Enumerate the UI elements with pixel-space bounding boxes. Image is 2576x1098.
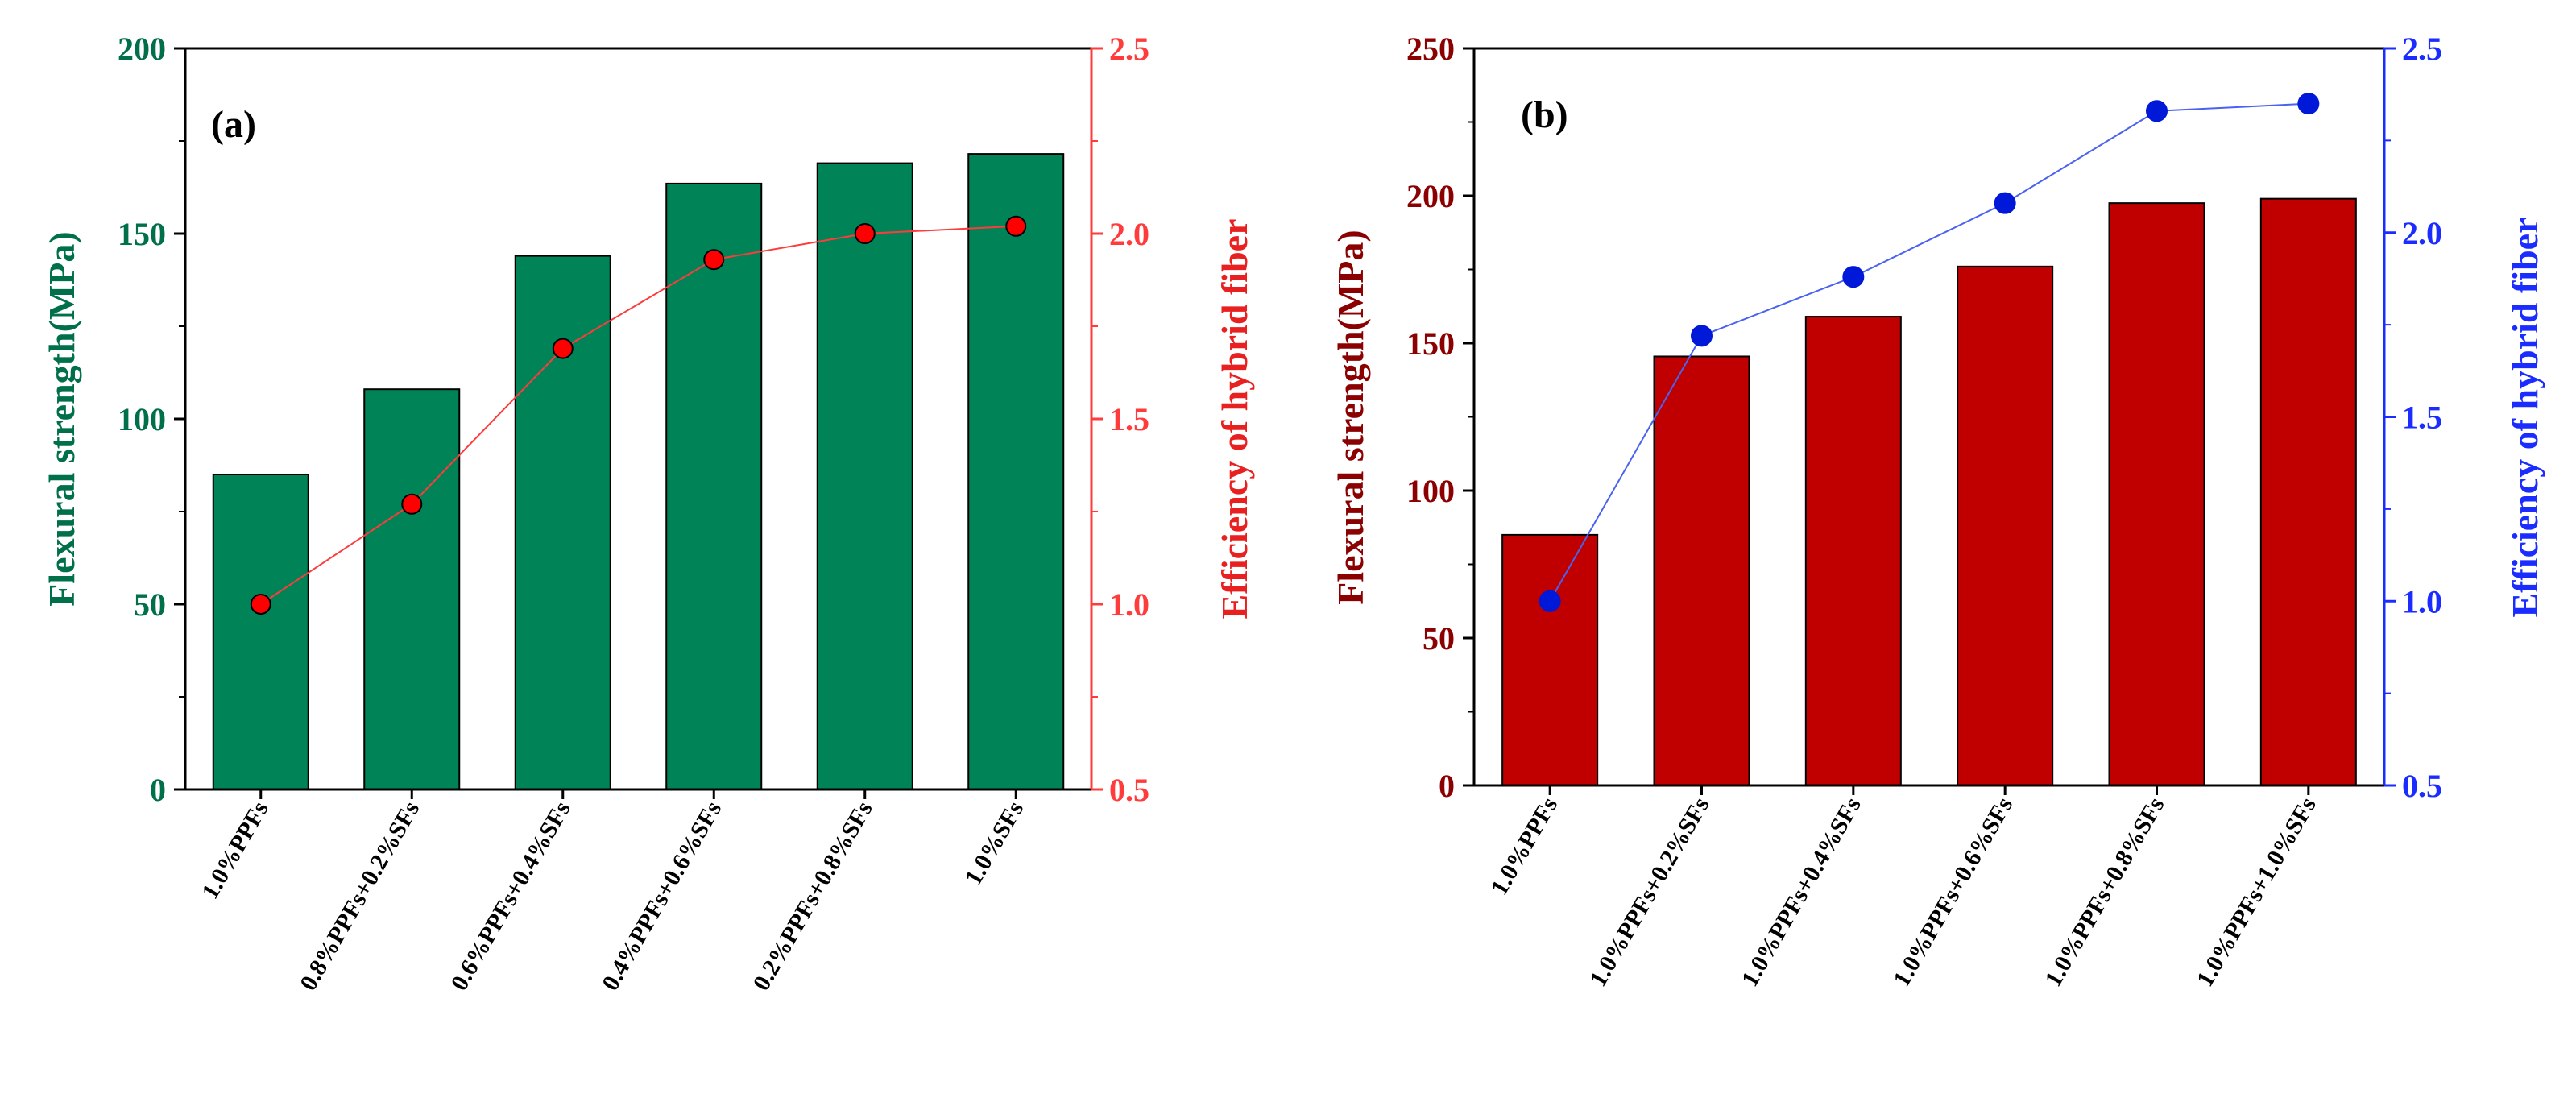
panel-b-efficiency-point-5	[2146, 100, 2168, 122]
panel-b-efficiency-line	[1549, 102, 2309, 602]
panel-a-bar-5	[816, 162, 913, 791]
panel-b-category-label-1: 1.0%PPFs	[1486, 793, 1563, 900]
panel-a-right-tick-label-1: 1.0	[1109, 586, 1149, 623]
panel-b-left-tick-label-4: 200	[1406, 178, 1455, 214]
panel-a-bar-3	[514, 255, 611, 791]
panel-a-efficiency-point-2	[401, 493, 423, 515]
panel-b-left-tick-label-1: 50	[1423, 620, 1455, 657]
panel-a-bar-1	[212, 474, 309, 790]
panel-a-right-tick-label-2: 1.5	[1109, 401, 1149, 437]
panel-b-right-tick-label-4: 2.5	[2402, 31, 2442, 67]
panel-a-bar-2	[363, 388, 461, 790]
panel-a-right-tick-label-3: 2.0	[1109, 216, 1149, 252]
panel-a-category-label-3: 0.6%PPFs+0.4%SFs	[446, 797, 576, 995]
panel-b-category-label-5: 1.0%PPFs+0.8%SFs	[2040, 793, 2169, 991]
panel-a-category-label-2: 0.8%PPFs+0.2%SFs	[295, 797, 425, 995]
panel-a-left-tick-label-2: 100	[118, 401, 166, 437]
panel-b-bar-2	[1653, 355, 1750, 787]
panel-a-bar-6	[967, 153, 1065, 791]
panel-a-right-tick-label-0: 0.5	[1109, 772, 1149, 808]
panel-b-efficiency-point-6	[2297, 93, 2320, 115]
panel-a-efficiency-point-1	[250, 594, 271, 615]
panel-a-efficiency-point-4	[703, 249, 725, 271]
panel-b-efficiency-point-2	[1691, 325, 1713, 347]
panel-b-efficiency-point-4	[1994, 192, 2016, 214]
panel-a-efficiency-point-6	[1005, 215, 1027, 237]
panel-a-bar-4	[665, 182, 763, 790]
panel-a-label: (a)	[211, 103, 256, 146]
panel-a-efficiency-point-5	[854, 223, 876, 244]
panel-b-right-tick-label-1: 1.0	[2402, 583, 2442, 619]
panel-a-category-label-1: 1.0%PPFs	[197, 797, 274, 904]
panel-b-category-label-6: 1.0%PPFs+1.0%SFs	[2192, 793, 2321, 991]
panel-b-bar-1	[1501, 533, 1599, 787]
panel-b-bar-6	[2259, 197, 2357, 787]
panel-a-chart: (a) Flexural strength(MPa) Efficiency of…	[41, 31, 1255, 995]
panel-a-efficiency-line	[260, 225, 1017, 605]
panel-b-bar-4	[1957, 265, 2054, 786]
panel-b-category-label-2: 1.0%PPFs+0.2%SFs	[1584, 793, 1714, 991]
panel-a-category-label-4: 0.4%PPFs+0.6%SFs	[597, 797, 727, 995]
panel-b-left-tick-label-3: 150	[1406, 325, 1455, 362]
panel-b-left-axis-title: Flexural strength(MPa)	[1330, 230, 1371, 604]
panel-b-efficiency-point-1	[1539, 590, 1561, 612]
panel-b-right-tick-label-0: 0.5	[2402, 768, 2442, 804]
panel-b-efficiency-point-3	[1842, 266, 1865, 288]
panel-a-left-tick-label-4: 200	[118, 31, 166, 67]
panel-a-efficiency-point-3	[552, 338, 574, 359]
panel-a-category-label-6: 1.0%SFs	[960, 797, 1029, 889]
panel-b-bar-3	[1804, 316, 1902, 786]
panel-a-right-tick-label-4: 2.5	[1109, 31, 1149, 67]
panel-b-category-label-4: 1.0%PPFs+0.6%SFs	[1888, 793, 2018, 991]
panel-a-right-axis-title: Efficiency of hybrid fiber	[1214, 219, 1255, 619]
panel-b-category-label-3: 1.0%PPFs+0.4%SFs	[1737, 793, 1866, 991]
panel-a-left-tick-label-3: 150	[118, 216, 166, 252]
panel-b-left-tick-label-2: 100	[1406, 473, 1455, 509]
panel-a-left-axis-title: Flexural strength(MPa)	[41, 231, 82, 606]
panel-b-bar-5	[2108, 202, 2205, 786]
panel-b-left-tick-label-5: 250	[1406, 31, 1455, 67]
panel-a-category-label-5: 0.2%PPFs+0.8%SFs	[748, 797, 878, 995]
panel-a-left-tick-label-0: 0	[150, 772, 166, 808]
panel-b-chart: (b) Flexural strength(MPa) Efficiency of…	[1330, 31, 2545, 991]
panel-b-left-tick-label-0: 0	[1439, 768, 1455, 804]
panel-b-right-tick-label-3: 2.0	[2402, 215, 2442, 251]
panel-b-right-axis-title: Efficiency of hybrid fiber	[2504, 218, 2545, 618]
panel-a-left-tick-label-1: 50	[134, 586, 166, 623]
panel-b-right-tick-label-2: 1.5	[2402, 400, 2442, 436]
panel-b-label: (b)	[1521, 93, 1568, 136]
